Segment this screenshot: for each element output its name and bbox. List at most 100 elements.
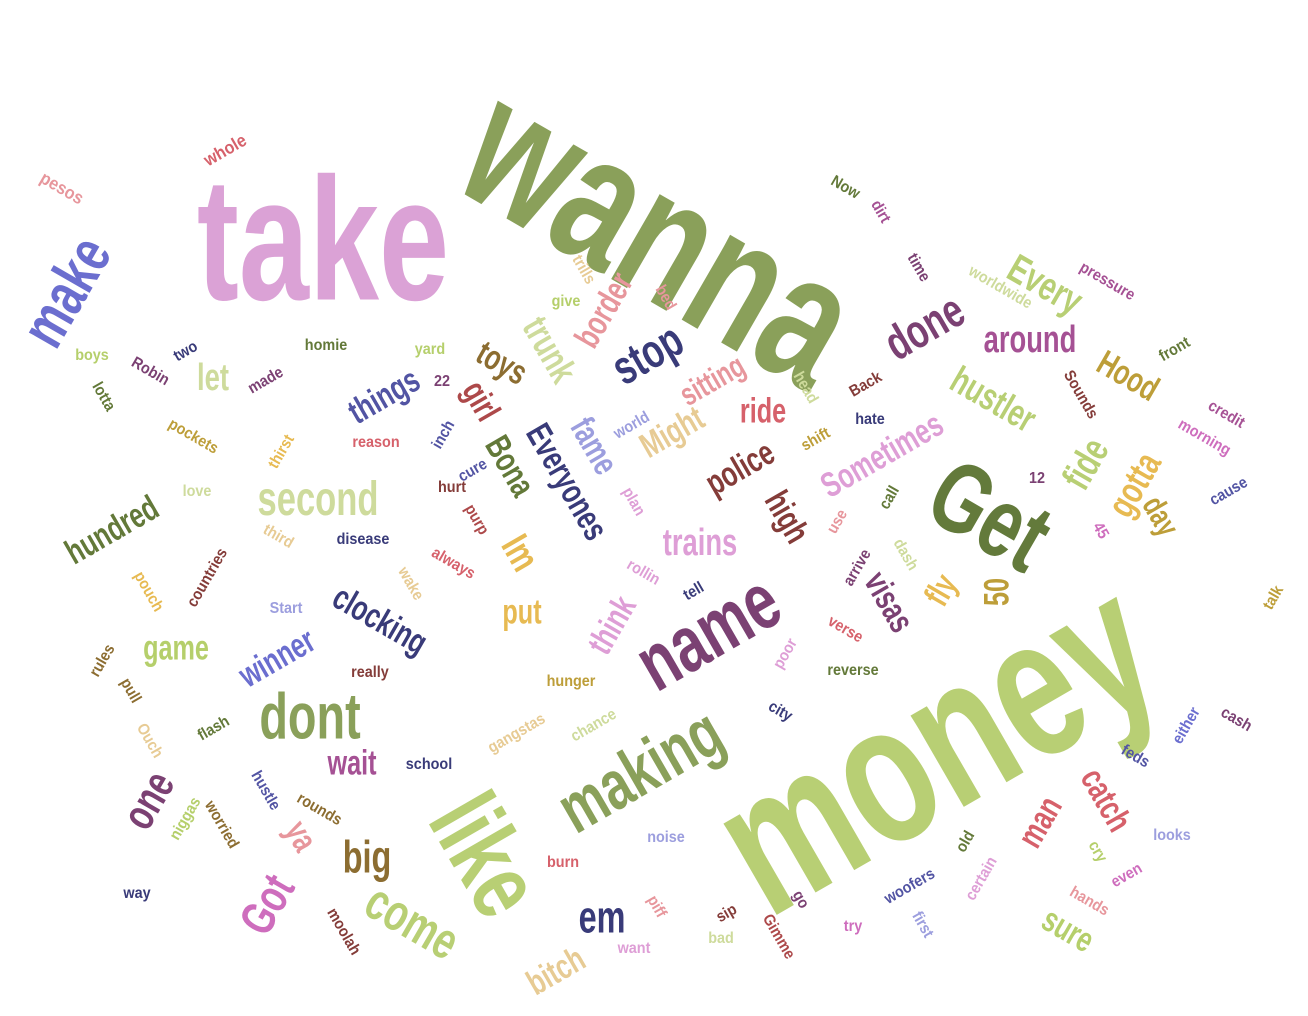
word-give: give bbox=[551, 293, 581, 310]
word-wake: wake bbox=[394, 564, 427, 604]
word-chance: chance bbox=[568, 705, 620, 746]
word-credit: credit bbox=[1205, 397, 1248, 432]
word-verse: verse bbox=[824, 612, 866, 647]
word-let: let bbox=[197, 357, 229, 399]
word-reverse: reverse bbox=[827, 662, 879, 679]
word-really: really bbox=[351, 664, 389, 681]
word-dont: dont bbox=[259, 679, 361, 753]
word-game: game bbox=[143, 628, 209, 668]
word-police: police bbox=[698, 432, 782, 504]
word-im: Im bbox=[492, 527, 548, 579]
word-school: school bbox=[405, 756, 453, 773]
word-pockets: pockets bbox=[165, 415, 222, 458]
word-moolah: moolah bbox=[323, 905, 364, 959]
word-high: high bbox=[756, 484, 818, 550]
word-pressure: pressure bbox=[1076, 258, 1138, 305]
word-reason: reason bbox=[352, 434, 400, 451]
word-things: things bbox=[341, 360, 427, 432]
word-start: Start bbox=[269, 600, 303, 617]
word-pull: pull bbox=[116, 675, 145, 707]
word-trunk: trunk bbox=[513, 309, 585, 391]
word-gangstas: gangstas bbox=[485, 710, 549, 757]
word-dash: dash bbox=[889, 535, 922, 574]
word-around: around bbox=[983, 319, 1077, 361]
word-purp: purp bbox=[461, 501, 492, 538]
word-way: way bbox=[123, 885, 151, 902]
word-use: use bbox=[824, 506, 852, 537]
word-homie: homie bbox=[304, 337, 348, 354]
word-trains: trains bbox=[662, 522, 738, 564]
word-robin: Robin bbox=[128, 354, 173, 390]
word-flash: flash bbox=[194, 712, 233, 745]
word-put: put bbox=[502, 592, 542, 632]
word-call: call bbox=[876, 483, 903, 513]
word-second: second bbox=[257, 473, 379, 526]
word-boys: boys bbox=[75, 347, 109, 364]
word-piff: piff bbox=[643, 892, 670, 921]
word-cause: cause bbox=[1206, 473, 1251, 510]
word-cash: cash bbox=[1217, 704, 1255, 736]
word-talk: talk bbox=[1260, 582, 1288, 613]
word-certain: certain bbox=[962, 854, 1001, 904]
word-making: making bbox=[544, 692, 736, 848]
word-always: always bbox=[428, 544, 478, 583]
word-bad: bad bbox=[708, 930, 734, 947]
word-fide: fide bbox=[1054, 430, 1118, 498]
word-made: made bbox=[245, 363, 287, 398]
word-50: 50 bbox=[977, 577, 1017, 607]
word-take: take bbox=[196, 142, 450, 338]
word-want: want bbox=[617, 940, 651, 957]
word-rollin: rollin bbox=[623, 556, 663, 589]
word-worried: worried bbox=[201, 797, 242, 852]
word-got: Got bbox=[229, 865, 306, 944]
word-noise: noise bbox=[647, 829, 685, 846]
word-countries: countries bbox=[184, 545, 232, 611]
word-disease: disease bbox=[336, 531, 390, 548]
word-pouch: pouch bbox=[130, 568, 167, 615]
word-first: first bbox=[908, 908, 937, 941]
word-thirst: thirst bbox=[265, 431, 298, 472]
word-lotta: lotta bbox=[88, 379, 119, 415]
word-make: make bbox=[8, 225, 125, 359]
word-time: time bbox=[903, 250, 934, 285]
word-hurt: hurt bbox=[438, 479, 466, 496]
word-em: em bbox=[578, 891, 626, 943]
word-wait: wait bbox=[327, 743, 377, 783]
word-hood: Hood bbox=[1090, 343, 1166, 409]
word-ouch: Ouch bbox=[132, 720, 166, 761]
word-hustler: hustler bbox=[942, 359, 1044, 441]
word-big: big bbox=[342, 831, 392, 883]
word-burn: burn bbox=[547, 854, 579, 871]
word-sip: sip bbox=[713, 901, 741, 927]
word-visas: visas bbox=[856, 564, 922, 640]
word-hundred: hundred bbox=[58, 487, 166, 573]
word-try: try bbox=[843, 918, 863, 935]
word-inch: inch bbox=[428, 417, 459, 452]
word-rules: rules bbox=[86, 641, 119, 680]
word-done: done bbox=[875, 283, 974, 372]
word-bitch: bitch bbox=[520, 939, 592, 1003]
word-catch: catch bbox=[1072, 761, 1140, 839]
word-back: Back bbox=[846, 368, 885, 401]
word-third: third bbox=[260, 521, 297, 552]
word-even: even bbox=[1108, 860, 1146, 892]
word-now: Now bbox=[827, 172, 863, 203]
word-looks: looks bbox=[1153, 827, 1191, 844]
word-cry: cry bbox=[1084, 838, 1111, 866]
word-hunger: hunger bbox=[546, 673, 596, 690]
word-12: 12 bbox=[1028, 470, 1046, 487]
word-yard: yard bbox=[414, 341, 446, 358]
word-45: 45 bbox=[1089, 519, 1112, 542]
word-22: 22 bbox=[433, 373, 451, 390]
word-ride: ride bbox=[739, 391, 787, 431]
word-hate: hate bbox=[855, 411, 885, 428]
word-ya: ya bbox=[277, 814, 325, 858]
word-love: love bbox=[182, 483, 212, 500]
word-shift: shift bbox=[798, 424, 834, 455]
word-dirt: dirt bbox=[867, 197, 894, 227]
word-front: front bbox=[1156, 334, 1194, 366]
word-pesos: pesos bbox=[36, 167, 88, 209]
word-hustle: hustle bbox=[247, 768, 284, 814]
word-plan: plan bbox=[618, 484, 649, 519]
